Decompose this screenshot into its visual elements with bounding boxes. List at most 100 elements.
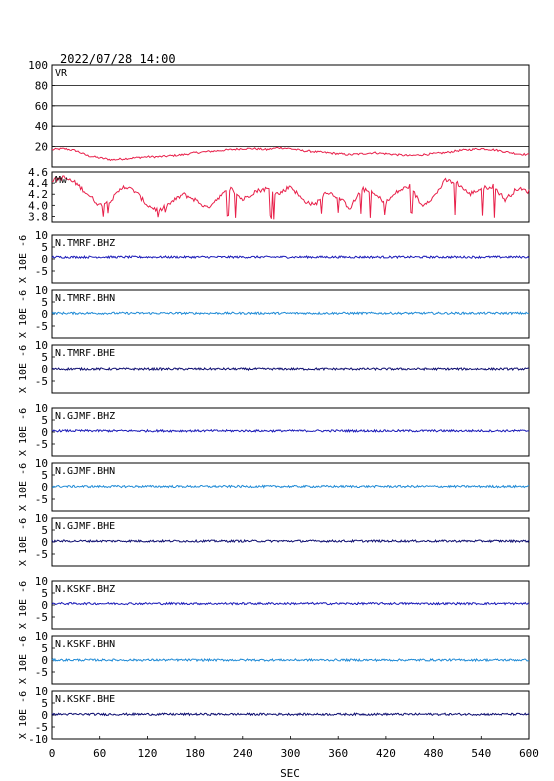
- y-tick-label: 100: [28, 59, 48, 72]
- y-tick-label: 0: [41, 709, 48, 722]
- panel-vr: 20 40 60 80 100 VR: [28, 59, 530, 168]
- series-line: [51, 146, 530, 162]
- x-tick-label: 480: [424, 747, 444, 760]
- panel-label: N.KSKF.BHZ: [55, 584, 115, 595]
- panel-label: VR: [55, 68, 68, 79]
- y-tick-label: 4.6: [28, 166, 48, 179]
- y-tick-label: -5: [35, 666, 48, 679]
- y-tick-label: 0: [41, 426, 48, 439]
- y-tick-label: 4.2: [28, 188, 48, 201]
- panel-label: N.GJMF.BHZ: [55, 411, 115, 422]
- series-line: [51, 254, 530, 260]
- y-tick-label: 5: [41, 241, 48, 254]
- y-axis-label: X 10E -6: [18, 345, 29, 393]
- panel-label: N.TMRF.BHN: [55, 293, 115, 304]
- y-tick-label: 10: [35, 284, 48, 297]
- y-tick-label: 5: [41, 296, 48, 309]
- y-axis-label: X 10E -6: [18, 518, 29, 566]
- y-tick-label: 5: [41, 469, 48, 482]
- x-tick-label: 300: [281, 747, 301, 760]
- y-tick-label: 10: [35, 229, 48, 242]
- x-tick-label: 600: [519, 747, 539, 760]
- y-tick-label: 5: [41, 587, 48, 600]
- series-line: [51, 366, 530, 372]
- series-line: [51, 657, 529, 663]
- y-tick-label: 10: [35, 512, 48, 525]
- panel-label: Mw: [55, 175, 68, 186]
- y-tick-label: 10: [35, 402, 48, 415]
- y-tick-label: -5: [35, 375, 48, 388]
- x-axis: 0 60 120 180 240 300 360 420 480 540 600: [49, 736, 539, 760]
- y-tick-label: 20: [35, 141, 48, 154]
- y-axis-label: X 10E -6: [18, 691, 29, 739]
- y-tick-label: 10: [35, 339, 48, 352]
- series-line: [51, 311, 530, 316]
- y-tick-label: -5: [35, 721, 48, 734]
- y-axis-label: X 10E -6: [18, 408, 29, 456]
- series-line: [51, 538, 530, 544]
- series-line: [51, 175, 530, 220]
- y-axis-label: X 10E -6: [18, 290, 29, 338]
- y-tick-label: 0: [41, 481, 48, 494]
- y-axis-label: X 10E -6: [18, 235, 29, 283]
- y-tick-label: 4.0: [28, 199, 48, 212]
- x-tick-label: 120: [137, 747, 157, 760]
- panel-label: N.TMRF.BHZ: [55, 238, 115, 249]
- y-tick-label: 40: [35, 120, 48, 133]
- y-tick-label: 0: [41, 253, 48, 266]
- y-tick-label: 5: [41, 697, 48, 710]
- x-tick-label: 540: [471, 747, 491, 760]
- y-axis-label: X 10E -6: [18, 636, 29, 684]
- y-tick-label: -5: [35, 320, 48, 333]
- y-tick-label: -10: [28, 733, 48, 746]
- y-tick-label: -5: [35, 611, 48, 624]
- series-line: [51, 484, 530, 489]
- y-axis-label: X 10E -6: [18, 581, 29, 629]
- panel-label: N.KSKF.BHE: [55, 694, 115, 705]
- panel-frame: [51, 234, 530, 284]
- y-tick-label: 10: [35, 630, 48, 643]
- series-line: [51, 601, 530, 606]
- y-tick-label: 0: [41, 654, 48, 667]
- y-tick-label: 5: [41, 642, 48, 655]
- panel-label: N.TMRF.BHE: [55, 348, 115, 359]
- y-tick-label: 4.4: [28, 177, 48, 190]
- panel-frame: [51, 64, 530, 168]
- y-tick-label: 60: [35, 100, 48, 113]
- y-tick-label: -5: [35, 265, 48, 278]
- x-axis-label: SEC: [280, 767, 300, 780]
- y-tick-label: 5: [41, 414, 48, 427]
- panel-frame: [51, 407, 530, 457]
- panel-mw: 3.84.04.24.44.6 Mw: [28, 166, 530, 223]
- y-tick-label: -5: [35, 438, 48, 451]
- y-axis-label: X 10E -6: [18, 463, 29, 511]
- y-tick-label: 80: [35, 79, 48, 92]
- figure-title: 2022/07/28 14:00: [60, 52, 176, 66]
- y-tick-label: 3.8: [28, 210, 48, 223]
- x-tick-label: 240: [233, 747, 253, 760]
- panels-group: 20406080100VR3.84.04.24.44.6Mw-50510N.TM…: [18, 59, 530, 746]
- panel-label: N.GJMF.BHE: [55, 521, 115, 532]
- panel-label: N.GJMF.BHN: [55, 466, 115, 477]
- y-tick-label: 10: [35, 457, 48, 470]
- y-tick-label: -5: [35, 548, 48, 561]
- y-tick-label: 5: [41, 524, 48, 537]
- series-line: [51, 428, 529, 433]
- panel-label: N.KSKF.BHN: [55, 639, 115, 650]
- x-tick-label: 60: [93, 747, 106, 760]
- y-tick-label: 10: [35, 575, 48, 588]
- y-tick-label: 0: [41, 536, 48, 549]
- y-tick-label: 0: [41, 308, 48, 321]
- panel-frame: [51, 171, 530, 223]
- x-tick-label: 420: [376, 747, 396, 760]
- x-tick-label: 0: [49, 747, 56, 760]
